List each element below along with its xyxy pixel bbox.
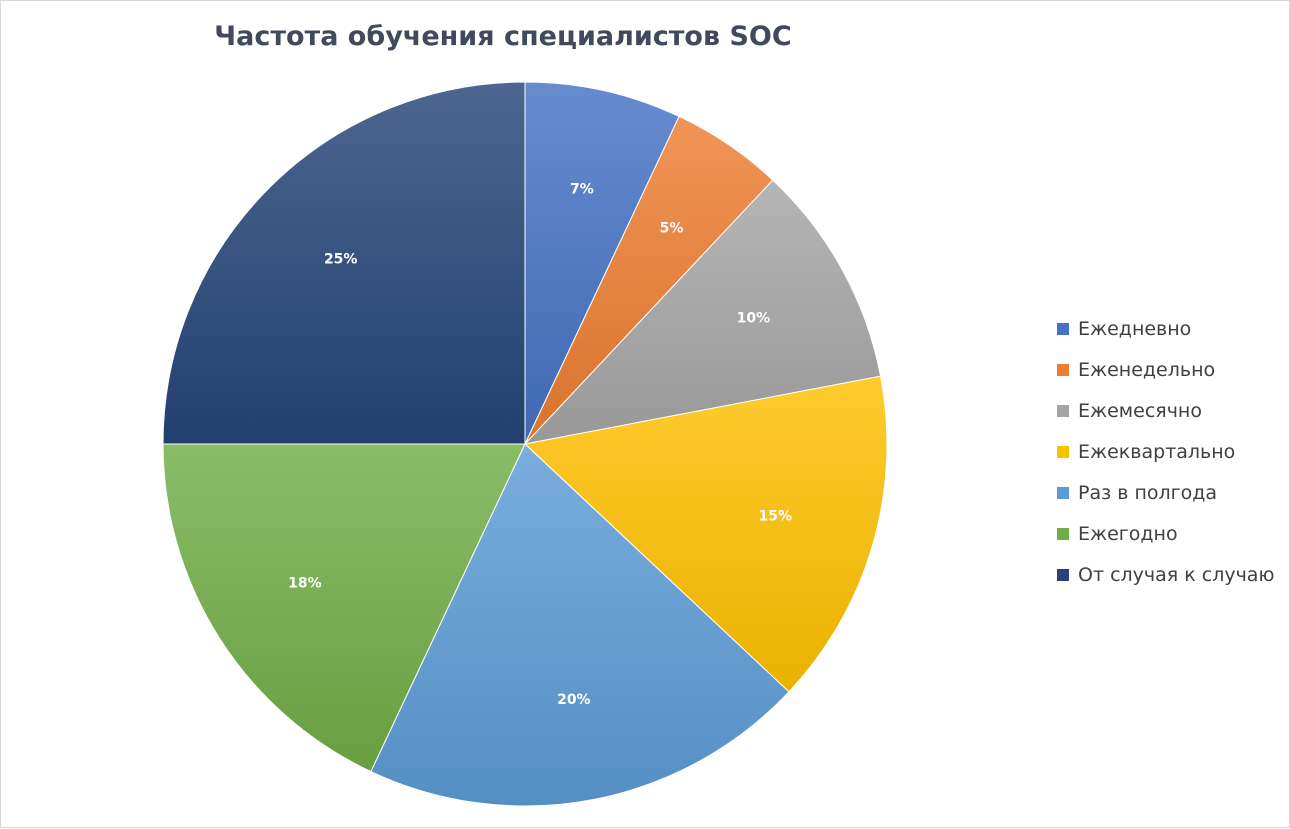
pie-slice-ежемесячно <box>523 179 882 445</box>
legend-swatch <box>1057 527 1069 540</box>
data-label-еженедельно: 5% <box>660 220 684 236</box>
legend-label: Ежеквартально <box>1078 440 1236 463</box>
data-label-ежедневно: 7% <box>570 182 594 198</box>
legend-item-ежедневно: Ежедневно <box>1057 308 1274 349</box>
legend-label: От случая к случаю <box>1078 563 1275 586</box>
legend-label: Еженедельно <box>1078 358 1216 381</box>
legend-label: Ежедневно <box>1078 317 1192 340</box>
legend-item-раз-в-полгода: Раз в полгода <box>1057 472 1274 513</box>
legend-swatch <box>1057 404 1069 417</box>
pie-slice-ежегодно <box>162 443 526 773</box>
pie-slice-раз-в-полгода <box>370 443 790 807</box>
legend-swatch <box>1057 363 1069 376</box>
legend-item-ежеквартально: Ежеквартально <box>1057 431 1274 472</box>
legend-label: Ежегодно <box>1078 522 1178 545</box>
data-label-от-случая-к-случаю: 25% <box>324 252 358 268</box>
pie-slice-от-случая-к-случаю <box>162 81 526 445</box>
legend-swatch <box>1057 445 1069 458</box>
legend-item-ежемесячно: Ежемесячно <box>1057 390 1274 431</box>
legend-swatch <box>1057 322 1069 335</box>
legend-item-еженедельно: Еженедельно <box>1057 349 1274 390</box>
legend-item-от-случая-к-случаю: От случая к случаю <box>1057 554 1274 595</box>
legend-swatch <box>1057 486 1069 499</box>
pie-slice-ежедневно <box>524 81 680 445</box>
chart-title: Частота обучения специалистов SOC <box>214 21 792 52</box>
data-label-ежегодно: 18% <box>288 576 322 592</box>
legend-label: Ежемесячно <box>1078 399 1202 422</box>
pie-slice-ежеквартально <box>523 375 888 693</box>
legend-label: Раз в полгода <box>1078 481 1218 504</box>
legend-item-ежегодно: Ежегодно <box>1057 513 1274 554</box>
data-label-раз-в-полгода: 20% <box>557 692 591 708</box>
legend: Ежедневно Еженедельно Ежемесячно Ежеквартал… <box>1057 308 1274 595</box>
data-label-ежеквартально: 15% <box>759 509 793 525</box>
data-label-ежемесячно: 10% <box>737 310 771 326</box>
legend-swatch <box>1057 568 1069 581</box>
